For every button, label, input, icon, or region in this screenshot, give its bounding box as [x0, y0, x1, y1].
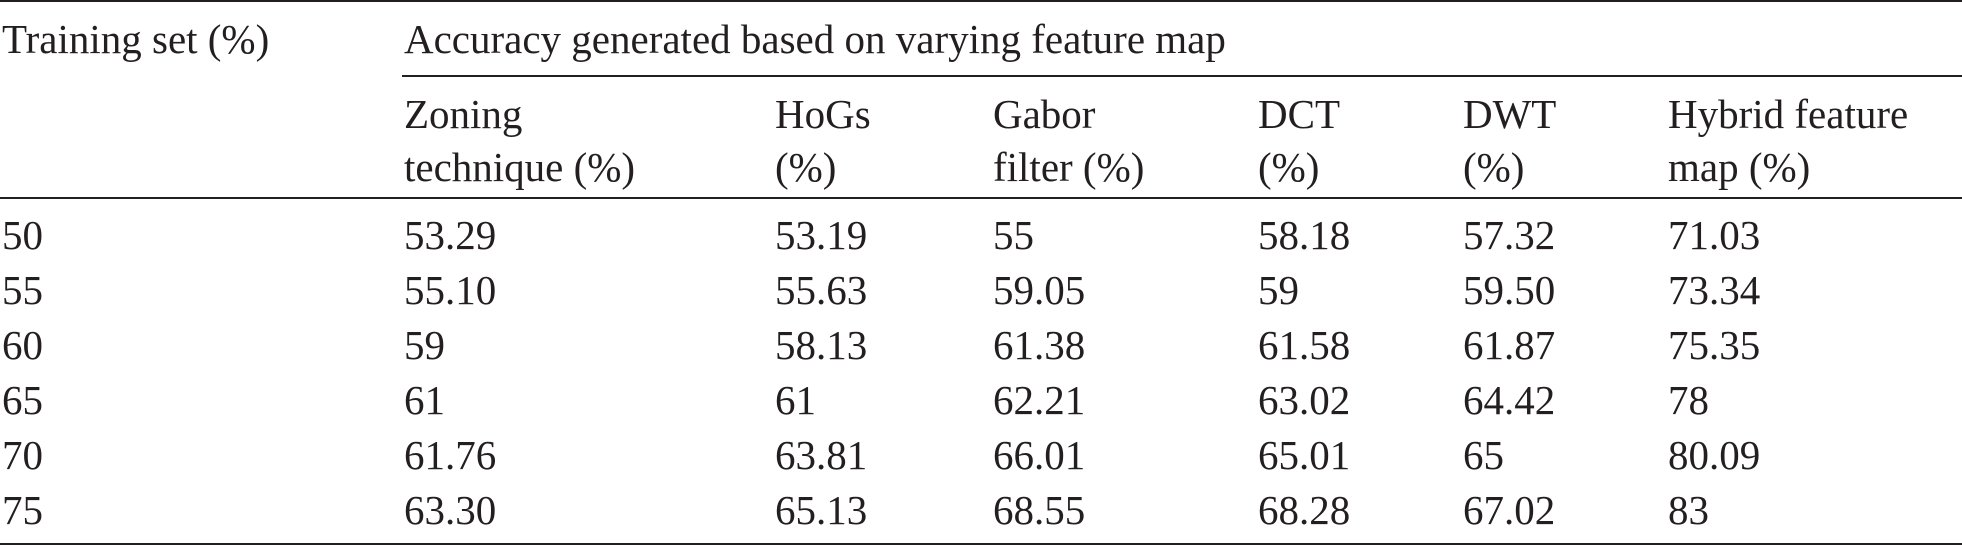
table-cell: 75.35	[1668, 322, 1761, 368]
table-cell: 71.03	[1668, 212, 1761, 258]
table-cell: 64.42	[1463, 377, 1556, 423]
table-cell: 55.10	[404, 267, 497, 313]
table-cell: 58.18	[1258, 212, 1351, 258]
table-cell: 59.05	[993, 267, 1086, 313]
table-cell: 75	[2, 487, 43, 533]
table-cell: 65.13	[775, 487, 868, 533]
table-cell: 62.21	[993, 377, 1086, 423]
table-cell: 70	[2, 432, 43, 478]
table-cell: 78	[1668, 377, 1709, 423]
table-bottom-rule	[0, 543, 1962, 545]
table-cell: 60	[2, 322, 43, 368]
table-cell: 66.01	[993, 432, 1086, 478]
header-dct: DCT (%)	[1258, 91, 1340, 190]
header-span-rule	[402, 75, 1962, 77]
header-dwt: DWT (%)	[1463, 91, 1557, 190]
table-cell: 63.81	[775, 432, 868, 478]
header-accuracy-span: Accuracy generated based on varying feat…	[404, 16, 1226, 62]
table-cell: 61.38	[993, 322, 1086, 368]
header-training-set: Training set (%)	[2, 16, 270, 62]
table-cell: 61.76	[404, 432, 497, 478]
table-cell: 63.02	[1258, 377, 1351, 423]
header-hybrid-feature-map: Hybrid feature map (%)	[1668, 91, 1909, 190]
table-cell: 61	[404, 377, 445, 423]
header-bottom-rule	[0, 197, 1962, 199]
table-cell: 68.28	[1258, 487, 1351, 533]
table-cell: 65	[1463, 432, 1504, 478]
table-cell: 59.50	[1463, 267, 1556, 313]
table-cell: 61.58	[1258, 322, 1351, 368]
table-top-rule	[0, 0, 1962, 2]
table-cell: 55	[2, 267, 43, 313]
table-cell: 83	[1668, 487, 1709, 533]
table-cell: 61.87	[1463, 322, 1556, 368]
table-cell: 59	[404, 322, 445, 368]
table-cell: 59	[1258, 267, 1299, 313]
table-cell: 65.01	[1258, 432, 1351, 478]
table-cell: 53.29	[404, 212, 497, 258]
table-cell: 67.02	[1463, 487, 1556, 533]
table-cell: 53.19	[775, 212, 868, 258]
table-cell: 55	[993, 212, 1034, 258]
header-hogs: HoGs (%)	[775, 91, 871, 190]
table-cell: 63.30	[404, 487, 497, 533]
table-cell: 50	[2, 212, 43, 258]
table-cell: 57.32	[1463, 212, 1556, 258]
table-cell: 65	[2, 377, 43, 423]
table-cell: 55.63	[775, 267, 868, 313]
header-zoning-technique: Zoning technique (%)	[404, 91, 636, 190]
table-cell: 73.34	[1668, 267, 1761, 313]
header-gabor-filter: Gabor filter (%)	[993, 91, 1145, 190]
table-cell: 61	[775, 377, 816, 423]
table-cell: 80.09	[1668, 432, 1761, 478]
table-cell: 68.55	[993, 487, 1086, 533]
table-cell: 58.13	[775, 322, 868, 368]
